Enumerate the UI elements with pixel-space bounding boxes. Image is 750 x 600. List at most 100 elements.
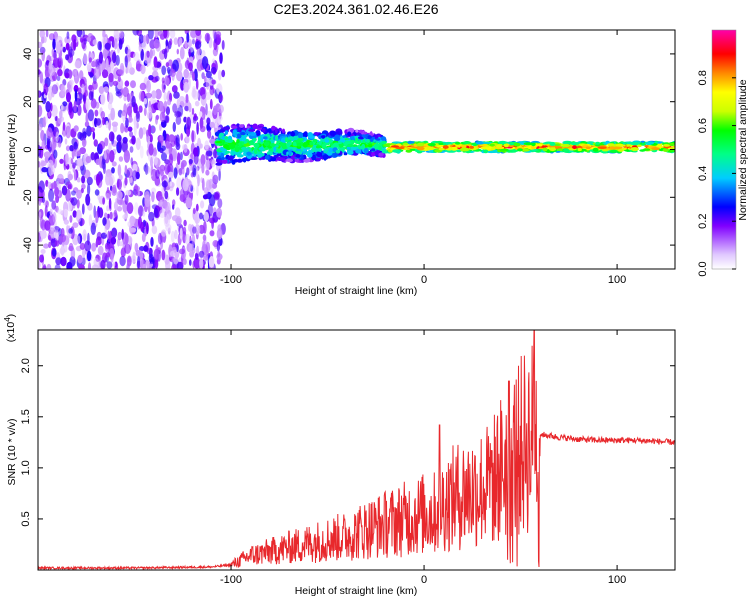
spectrogram-cell bbox=[378, 145, 382, 151]
spectrogram-cell bbox=[178, 96, 185, 103]
spectrogram-cell bbox=[76, 189, 82, 199]
spectrogram-cell bbox=[81, 83, 85, 95]
spectrogram-cell bbox=[195, 166, 199, 180]
spectrogram-cell bbox=[77, 131, 83, 140]
spectrogram-cell bbox=[542, 142, 549, 145]
spectrogram-cell bbox=[176, 215, 182, 227]
spectrogram-cell bbox=[232, 159, 236, 163]
spectrogram-cell bbox=[133, 123, 137, 136]
spectrogram-cell bbox=[169, 250, 175, 257]
spectrogram-cell bbox=[51, 200, 57, 210]
spectrogram-cell bbox=[197, 89, 201, 102]
spectrogram-cell bbox=[76, 150, 82, 156]
spectrogram-cell bbox=[172, 121, 176, 133]
y-tick-label: 0 bbox=[22, 146, 34, 152]
spectrogram-cell bbox=[159, 135, 164, 142]
spectrogram-cell bbox=[69, 215, 73, 223]
spectrogram-cell bbox=[70, 158, 74, 165]
spectrogram-cell bbox=[55, 131, 59, 142]
spectrogram-cell bbox=[118, 174, 123, 181]
spectrogram-cell bbox=[45, 30, 49, 38]
spectrogram-cell bbox=[209, 230, 215, 237]
spectrogram-cell bbox=[126, 167, 133, 179]
spectrogram-cell bbox=[104, 150, 107, 161]
spectrogram-cell bbox=[77, 235, 81, 245]
spectrogram-cell bbox=[219, 146, 225, 152]
colorbar-tick-label: 0.0 bbox=[697, 261, 709, 276]
spectrogram-cell bbox=[99, 173, 104, 181]
colorbar-tick-label: 0.6 bbox=[697, 118, 709, 133]
spectrogram-cell bbox=[130, 157, 134, 166]
spectrogram-cell bbox=[167, 99, 171, 106]
spectrogram-cell bbox=[286, 158, 293, 163]
spectrogram-cell bbox=[178, 168, 183, 176]
spectrogram-cell bbox=[334, 153, 339, 157]
spectrogram-cell bbox=[188, 48, 191, 57]
spectrogram-cell bbox=[131, 135, 136, 145]
spectrogram-cell bbox=[264, 154, 270, 160]
spectrogram-cell bbox=[202, 194, 208, 200]
spectrogram-cell bbox=[218, 168, 221, 181]
spectrogram-cell bbox=[270, 157, 277, 162]
spectrogram-cell bbox=[173, 37, 178, 45]
spectrogram-cell bbox=[202, 234, 207, 242]
spectrogram-cell bbox=[97, 41, 102, 51]
spectrogram-cell bbox=[146, 222, 149, 235]
spectrogram-cell bbox=[172, 59, 180, 72]
spectrogram-cell bbox=[188, 158, 194, 164]
spectrogram-cell bbox=[118, 137, 122, 150]
spectrogram-cell bbox=[367, 143, 373, 148]
spectrogram-cell bbox=[313, 132, 319, 135]
spectrogram-cell bbox=[134, 202, 139, 215]
spectrogram-cell bbox=[117, 198, 125, 206]
spectrogram-cell bbox=[186, 72, 194, 78]
spectrogram-cell bbox=[87, 64, 92, 73]
spectrogram-cell bbox=[297, 132, 303, 139]
spectrogram-cell bbox=[169, 30, 176, 39]
spectrogram-cell bbox=[509, 142, 514, 146]
spectrogram-cell bbox=[105, 120, 109, 129]
spectrogram-cell bbox=[461, 144, 467, 149]
spectrogram-cell bbox=[133, 184, 139, 197]
spectrogram-cell bbox=[153, 207, 159, 218]
spectrogram-cell bbox=[255, 130, 261, 136]
spectrogram-cell bbox=[127, 126, 133, 132]
spectrogram-cell bbox=[221, 40, 225, 50]
spectrogram-cell bbox=[165, 106, 170, 116]
spectrogram-cell bbox=[178, 248, 186, 255]
spectrogram-cell bbox=[132, 30, 139, 36]
spectrogram-cell bbox=[41, 50, 45, 62]
spectrogram-cell bbox=[111, 51, 117, 64]
spectrogram-cell bbox=[324, 148, 328, 152]
spectrogram-cell bbox=[94, 109, 99, 117]
spectrogram-cell bbox=[215, 140, 223, 144]
spectrogram-cell bbox=[223, 126, 231, 131]
spectrogram-cell bbox=[66, 225, 69, 234]
spectrogram-cell bbox=[186, 116, 192, 130]
spectrogram-cell bbox=[112, 184, 117, 194]
spectrogram-cell bbox=[179, 151, 183, 161]
spectrogram-cell bbox=[636, 144, 642, 148]
spectrogram-cell bbox=[148, 211, 155, 222]
spectrogram-cell bbox=[151, 191, 155, 203]
spectrogram-cell bbox=[189, 259, 192, 266]
spectrogram-cell bbox=[176, 152, 181, 166]
spectrogram-cell bbox=[83, 169, 91, 179]
spectrogram-cell bbox=[38, 104, 43, 117]
spectrogram-cell bbox=[147, 30, 154, 40]
spectrogram-cell bbox=[76, 177, 81, 183]
spectrogram-cell bbox=[271, 125, 276, 131]
spectrogram-cell bbox=[668, 142, 675, 146]
spectrogram-cell bbox=[52, 38, 56, 50]
spectrogram-cell bbox=[108, 197, 112, 210]
spectrogram-cell bbox=[644, 145, 649, 148]
spectrogram-cell bbox=[662, 148, 669, 152]
spectrogram-cell bbox=[205, 70, 212, 79]
spectrogram-cell bbox=[267, 128, 272, 133]
spectrogram-cell bbox=[164, 190, 169, 200]
spectrogram-cell bbox=[86, 250, 92, 262]
spectrogram-cell bbox=[38, 144, 42, 157]
spectrogram-cell bbox=[276, 157, 284, 161]
spectrogram-cell bbox=[121, 140, 128, 153]
x-tick-label: -100 bbox=[220, 274, 242, 286]
